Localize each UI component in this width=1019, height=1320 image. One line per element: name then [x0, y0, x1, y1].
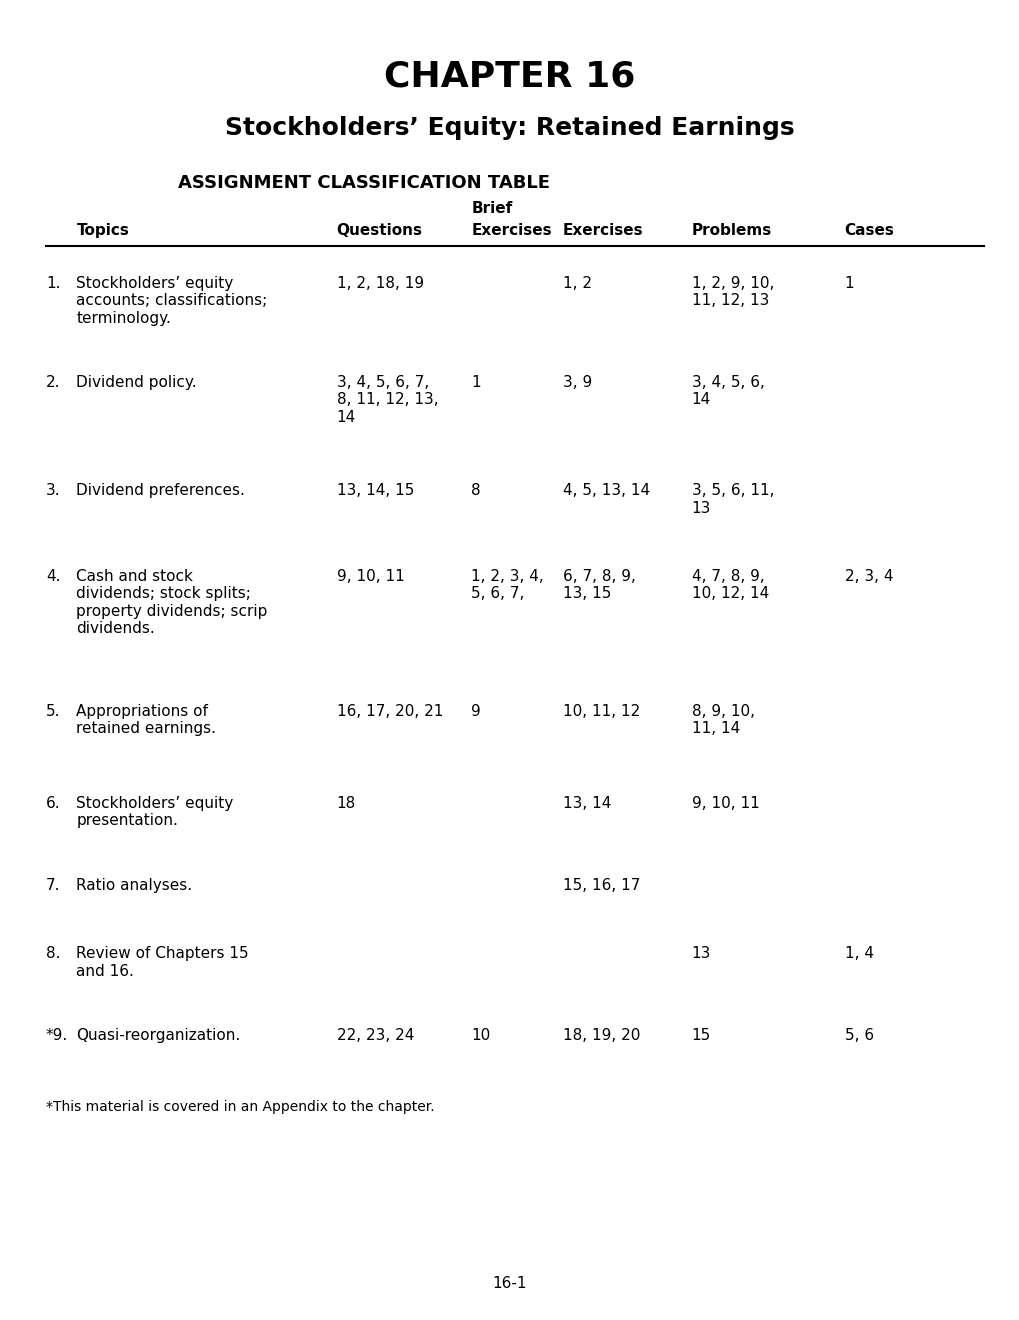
Text: Brief: Brief — [471, 202, 512, 216]
Text: 10: 10 — [471, 1028, 490, 1043]
Text: 2.: 2. — [46, 375, 60, 389]
Text: 1, 2, 3, 4,
5, 6, 7,: 1, 2, 3, 4, 5, 6, 7, — [471, 569, 543, 602]
Text: 9, 10, 11: 9, 10, 11 — [691, 796, 758, 810]
Text: 13: 13 — [691, 946, 710, 961]
Text: Review of Chapters 15
and 16.: Review of Chapters 15 and 16. — [76, 946, 249, 979]
Text: 18: 18 — [336, 796, 356, 810]
Text: 8: 8 — [471, 483, 480, 498]
Text: Exercises: Exercises — [562, 223, 643, 238]
Text: Ratio analyses.: Ratio analyses. — [76, 878, 193, 892]
Text: Stockholders’ equity
presentation.: Stockholders’ equity presentation. — [76, 796, 233, 829]
Text: Stockholders’ equity
accounts; classifications;
terminology.: Stockholders’ equity accounts; classific… — [76, 276, 268, 326]
Text: 4, 5, 13, 14: 4, 5, 13, 14 — [562, 483, 649, 498]
Text: 5.: 5. — [46, 704, 60, 718]
Text: Cases: Cases — [844, 223, 894, 238]
Text: 10, 11, 12: 10, 11, 12 — [562, 704, 640, 718]
Text: Appropriations of
retained earnings.: Appropriations of retained earnings. — [76, 704, 216, 737]
Text: Dividend preferences.: Dividend preferences. — [76, 483, 246, 498]
Text: CHAPTER 16: CHAPTER 16 — [384, 59, 635, 94]
Text: 15, 16, 17: 15, 16, 17 — [562, 878, 640, 892]
Text: 6.: 6. — [46, 796, 60, 810]
Text: 16-1: 16-1 — [492, 1276, 527, 1291]
Text: 22, 23, 24: 22, 23, 24 — [336, 1028, 414, 1043]
Text: 7.: 7. — [46, 878, 60, 892]
Text: 5, 6: 5, 6 — [844, 1028, 873, 1043]
Text: 1, 2, 9, 10,
11, 12, 13: 1, 2, 9, 10, 11, 12, 13 — [691, 276, 773, 309]
Text: 13, 14, 15: 13, 14, 15 — [336, 483, 414, 498]
Text: Dividend policy.: Dividend policy. — [76, 375, 197, 389]
Text: 1, 2, 18, 19: 1, 2, 18, 19 — [336, 276, 423, 290]
Text: 3, 5, 6, 11,
13: 3, 5, 6, 11, 13 — [691, 483, 773, 516]
Text: 16, 17, 20, 21: 16, 17, 20, 21 — [336, 704, 442, 718]
Text: 3, 4, 5, 6, 7,
8, 11, 12, 13,
14: 3, 4, 5, 6, 7, 8, 11, 12, 13, 14 — [336, 375, 438, 425]
Text: 9, 10, 11: 9, 10, 11 — [336, 569, 404, 583]
Text: Exercises: Exercises — [471, 223, 551, 238]
Text: 15: 15 — [691, 1028, 710, 1043]
Text: Topics: Topics — [76, 223, 129, 238]
Text: Questions: Questions — [336, 223, 422, 238]
Text: 18, 19, 20: 18, 19, 20 — [562, 1028, 640, 1043]
Text: 13, 14: 13, 14 — [562, 796, 610, 810]
Text: 3, 4, 5, 6,
14: 3, 4, 5, 6, 14 — [691, 375, 763, 408]
Text: 4.: 4. — [46, 569, 60, 583]
Text: Cash and stock
dividends; stock splits;
property dividends; scrip
dividends.: Cash and stock dividends; stock splits; … — [76, 569, 268, 636]
Text: 1, 2: 1, 2 — [562, 276, 591, 290]
Text: 9: 9 — [471, 704, 481, 718]
Text: *This material is covered in an Appendix to the chapter.: *This material is covered in an Appendix… — [46, 1100, 434, 1114]
Text: ASSIGNMENT CLASSIFICATION TABLE: ASSIGNMENT CLASSIFICATION TABLE — [178, 174, 550, 193]
Text: 1, 4: 1, 4 — [844, 946, 872, 961]
Text: Quasi-reorganization.: Quasi-reorganization. — [76, 1028, 240, 1043]
Text: 6, 7, 8, 9,
13, 15: 6, 7, 8, 9, 13, 15 — [562, 569, 635, 602]
Text: 1.: 1. — [46, 276, 60, 290]
Text: 3, 9: 3, 9 — [562, 375, 592, 389]
Text: 1: 1 — [471, 375, 480, 389]
Text: 1: 1 — [844, 276, 853, 290]
Text: 8, 9, 10,
11, 14: 8, 9, 10, 11, 14 — [691, 704, 754, 737]
Text: Stockholders’ Equity: Retained Earnings: Stockholders’ Equity: Retained Earnings — [225, 116, 794, 140]
Text: *9.: *9. — [46, 1028, 68, 1043]
Text: Problems: Problems — [691, 223, 771, 238]
Text: 3.: 3. — [46, 483, 60, 498]
Text: 8.: 8. — [46, 946, 60, 961]
Text: 2, 3, 4: 2, 3, 4 — [844, 569, 893, 583]
Text: 4, 7, 8, 9,
10, 12, 14: 4, 7, 8, 9, 10, 12, 14 — [691, 569, 768, 602]
